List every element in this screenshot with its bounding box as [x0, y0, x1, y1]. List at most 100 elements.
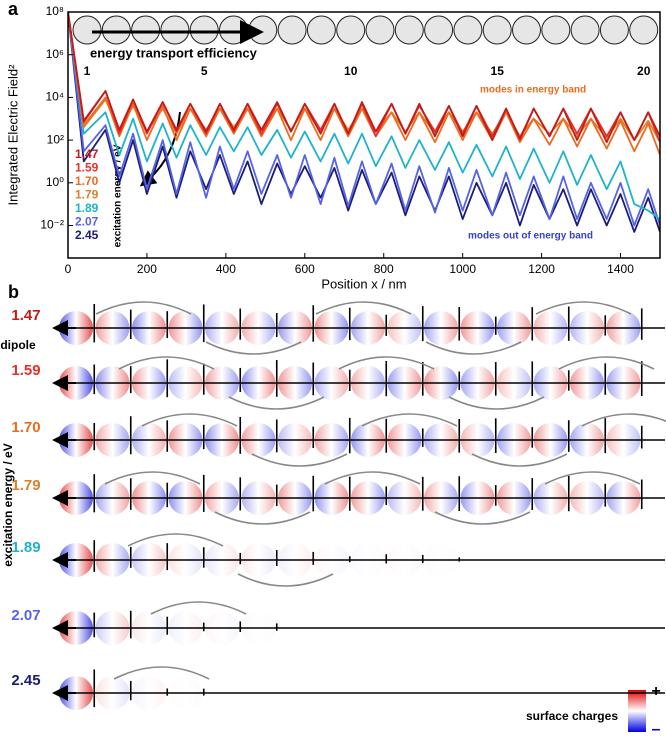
x-tick-label: 200: [137, 262, 157, 276]
x-tick-label: 0: [65, 262, 72, 276]
sphere: [101, 15, 131, 45]
series-line: [68, 12, 660, 156]
mode-arc: [141, 413, 238, 427]
mode-arc: [581, 413, 666, 427]
sphere-number: 15: [491, 64, 505, 78]
sphere: [512, 15, 541, 45]
mode-arc: [324, 471, 421, 485]
y-tick-label: 10⁰: [46, 175, 64, 189]
legend-entry: 2.45: [75, 228, 99, 242]
mode-arc: [127, 533, 224, 547]
mode-arc: [558, 356, 655, 370]
y-tick-label: 10⁻²: [40, 218, 64, 232]
mode-arc: [205, 341, 302, 355]
sphere: [277, 15, 307, 45]
mode-arc: [544, 471, 641, 485]
panel-b-y-title: excitation energy / eV: [1, 443, 15, 566]
colorbar-minus: –: [652, 721, 661, 738]
mode-arc: [361, 413, 458, 427]
sphere: [248, 15, 278, 45]
mode-arc: [471, 453, 568, 467]
y-tick-label: 10⁶: [46, 47, 64, 61]
efficiency-label: energy transport efficiency: [90, 45, 258, 60]
series-line: [68, 12, 660, 233]
legend-entry: 1.79: [75, 188, 99, 202]
series-line: [68, 12, 660, 227]
in-band-label: modes in energy band: [480, 85, 586, 96]
sphere-number: 1: [84, 64, 91, 78]
colorbar: [628, 690, 646, 732]
sphere: [599, 15, 629, 45]
x-tick-label: 1000: [449, 262, 476, 276]
sphere: [394, 15, 424, 45]
mode-arc: [434, 511, 531, 525]
mode-arc: [150, 601, 247, 615]
mode-arc: [214, 511, 311, 525]
y-tick-label: 10⁸: [46, 4, 64, 18]
panel-label: b: [8, 282, 19, 302]
sphere: [453, 15, 483, 45]
row-energy: 2.07: [11, 607, 40, 624]
dipole-label: dipole: [0, 338, 36, 352]
legend-entry: 1.47: [75, 147, 99, 161]
plot-frame: [67, 11, 661, 259]
sphere: [160, 15, 190, 45]
mode-arc: [251, 453, 348, 467]
y-tick-label: 10⁴: [45, 90, 64, 104]
mode-arc: [338, 356, 435, 370]
legend-entry: 1.89: [75, 201, 99, 215]
mode-arc: [104, 471, 201, 485]
sphere: [306, 15, 336, 45]
legend-entry: 1.59: [75, 161, 99, 175]
mode-arc: [228, 396, 325, 410]
row-energy: 1.59: [11, 362, 40, 379]
sphere: [72, 15, 102, 45]
sphere: [629, 15, 659, 45]
row-energy: 1.89: [11, 539, 40, 556]
legend-entry: 2.07: [75, 215, 99, 229]
sphere: [482, 15, 512, 45]
x-tick-label: 600: [295, 262, 315, 276]
legend-title: excitation energy / eV: [113, 144, 124, 247]
row-energy: 1.70: [11, 419, 40, 436]
sphere: [541, 15, 571, 45]
legend-entry: 1.70: [75, 174, 99, 188]
mode-arc: [448, 396, 545, 410]
colorbar-label: surface charges: [526, 709, 618, 723]
series-line: [68, 12, 660, 144]
x-tick-label: 1200: [528, 262, 555, 276]
sphere: [189, 15, 219, 45]
y-tick-label: 10²: [47, 132, 64, 146]
mode-arc: [535, 301, 632, 315]
sphere-number: 20: [637, 64, 651, 78]
colorbar-plus: +: [651, 683, 660, 700]
sphere-number: 5: [201, 64, 208, 78]
x-tick-label: 800: [374, 262, 394, 276]
sphere-number: 10: [344, 64, 358, 78]
mode-arc: [118, 356, 215, 370]
row-energy: 2.45: [11, 672, 40, 689]
row-energy: 1.47: [11, 307, 40, 324]
series-group: [68, 12, 660, 233]
mode-arc: [425, 341, 522, 355]
x-tick-label: 400: [216, 262, 236, 276]
sphere: [131, 15, 161, 45]
mode-arc: [113, 666, 210, 680]
sphere: [365, 15, 395, 45]
sphere: [219, 15, 248, 45]
energy-arrow: [139, 111, 181, 187]
x-axis-title: Position x / nm: [321, 276, 406, 291]
row-energy: 1.79: [11, 477, 40, 494]
y-axis-title: Integrated Electric Field²: [5, 64, 20, 206]
sphere: [424, 15, 454, 45]
panel-label: a: [8, 0, 19, 19]
sphere: [570, 15, 600, 45]
mode-arc: [237, 573, 334, 587]
mode-arc: [315, 301, 412, 315]
series-line: [68, 12, 660, 220]
x-tick-label: 1400: [607, 262, 634, 276]
sphere: [336, 15, 366, 45]
mode-arc: [95, 301, 192, 315]
out-band-label: modes out of energy band: [468, 231, 593, 242]
